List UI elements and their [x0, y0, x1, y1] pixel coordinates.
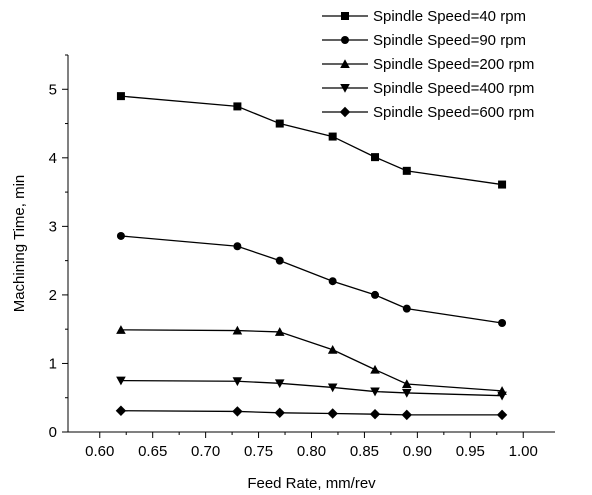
legend-item: Spindle Speed=40 rpm [322, 8, 526, 25]
data-point [274, 379, 285, 389]
x-tick-label: 0.65 [138, 443, 167, 460]
data-point [370, 364, 380, 374]
legend-label: Spindle Speed=400 rpm [373, 80, 534, 97]
data-point [402, 304, 411, 313]
data-point [327, 383, 338, 393]
legend-item: Spindle Speed=200 rpm [322, 56, 534, 73]
x-tick-label: 0.85 [350, 443, 379, 460]
y-tick-label: 5 [49, 81, 57, 98]
x-tick-label: 0.80 [297, 443, 326, 460]
series-3 [116, 325, 507, 395]
data-point [327, 408, 338, 419]
y-axis-title: Machining Time, min [11, 175, 28, 313]
data-point [233, 242, 242, 251]
y-tick-label: 3 [49, 218, 57, 235]
series-line [120, 235, 503, 324]
series-line [120, 410, 503, 416]
data-point [274, 327, 285, 336]
legend-marker [340, 84, 350, 93]
legend-marker [341, 12, 349, 20]
data-point [275, 256, 284, 265]
data-point [328, 132, 337, 141]
data-point [275, 119, 284, 128]
legend: Spindle Speed=40 rpm Spindle Speed=90 rpm… [322, 8, 534, 121]
data-point [402, 166, 411, 175]
data-point [369, 408, 381, 420]
y-tick-label: 2 [49, 287, 57, 304]
data-point [116, 92, 125, 101]
series-layer [115, 92, 508, 421]
data-point [498, 319, 507, 328]
data-point [232, 325, 243, 335]
legend-label: Spindle Speed=200 rpm [373, 56, 534, 73]
legend-marker [339, 106, 351, 118]
legend-marker [341, 36, 349, 44]
x-tick-label: 1.00 [509, 443, 538, 460]
x-tick-label: 0.75 [244, 443, 273, 460]
series-1 [116, 92, 507, 189]
y-tick-label: 0 [49, 424, 57, 441]
legend-marker [340, 59, 350, 68]
data-point [233, 102, 242, 111]
series-2 [116, 231, 507, 328]
x-tick-label: 0.60 [85, 443, 114, 460]
data-point [498, 180, 507, 189]
y-tick-label: 1 [49, 355, 57, 372]
legend-item: Spindle Speed=400 rpm [322, 80, 534, 97]
data-point [115, 405, 127, 416]
data-point [232, 377, 243, 387]
data-point [401, 388, 412, 398]
data-point [274, 407, 285, 419]
x-tick-label: 0.95 [456, 443, 485, 460]
x-tick-label: 0.70 [191, 443, 220, 460]
data-point [116, 325, 126, 334]
x-axis: 0.60 0.65 0.70 0.75 0.80 0.85 0.90 0.95 1.00 [85, 432, 538, 460]
legend-item: Spindle Speed=600 rpm [322, 104, 534, 121]
data-point [371, 290, 380, 299]
legend-item: Spindle Speed=90 rpm [322, 32, 526, 49]
y-tick-label: 4 [49, 150, 57, 167]
series-line [120, 379, 503, 397]
data-point [116, 231, 125, 240]
legend-label: Spindle Speed=600 rpm [373, 104, 534, 121]
series-4 [116, 376, 507, 401]
data-point [496, 409, 508, 421]
legend-label: Spindle Speed=90 rpm [373, 32, 526, 49]
data-point [232, 406, 243, 417]
data-point [116, 376, 126, 386]
series-5 [115, 405, 508, 421]
data-point [497, 391, 507, 401]
legend-label: Spindle Speed=40 rpm [373, 8, 526, 25]
data-point [370, 387, 380, 397]
y-axis: 0 1 2 3 4 5 [49, 54, 68, 441]
data-point [401, 379, 412, 389]
data-point [328, 277, 337, 286]
data-point [401, 409, 412, 421]
series-line [120, 329, 503, 392]
x-axis-title: Feed Rate, mm/rev [247, 475, 376, 492]
data-point [371, 153, 380, 162]
x-tick-label: 0.90 [403, 443, 432, 460]
data-point [327, 344, 338, 354]
